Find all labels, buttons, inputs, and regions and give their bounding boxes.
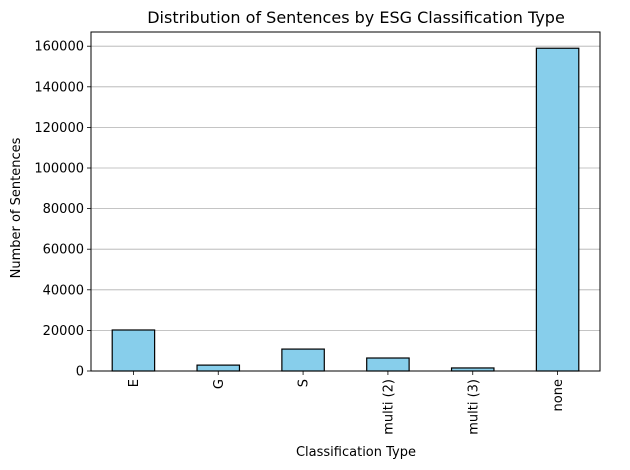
bar-e: [111, 329, 156, 372]
y-axis-ticks: 0 20000 40000 60000 80000 100000 120000 140000 1…: [34, 40, 91, 380]
x-tick-label: none: [551, 379, 566, 411]
bar-multi-2-: [366, 357, 410, 372]
y-tick-label: 0: [76, 365, 84, 380]
bar-none: [535, 47, 580, 372]
bars: [111, 47, 580, 372]
y-tick-label: 60000: [43, 243, 84, 258]
y-tick-label: 80000: [43, 202, 84, 217]
y-tick-label: 120000: [34, 121, 84, 136]
grid-lines: [91, 45, 600, 331]
y-tick-label: 100000: [34, 162, 84, 177]
x-axis-title: Classification Type: [296, 445, 416, 460]
y-tick-label: 160000: [34, 40, 84, 55]
y-axis-title: Number of Sentences: [9, 137, 24, 278]
y-tick-label: 140000: [34, 80, 84, 95]
y-tick-label: 40000: [43, 283, 84, 298]
x-tick-label: S: [297, 379, 312, 387]
plot-frame: [90, 31, 601, 372]
axes: [90, 31, 601, 372]
bar-g: [196, 364, 241, 372]
y-tick-label: 20000: [43, 324, 84, 339]
x-tick-label: multi (2): [381, 379, 396, 435]
x-tick-label: G: [212, 379, 227, 389]
x-tick-label: multi (3): [466, 379, 481, 435]
x-tick-label: E: [127, 379, 142, 387]
chart-title: Distribution of Sentences by ESG Classif…: [147, 8, 565, 27]
bar-s: [281, 348, 325, 372]
